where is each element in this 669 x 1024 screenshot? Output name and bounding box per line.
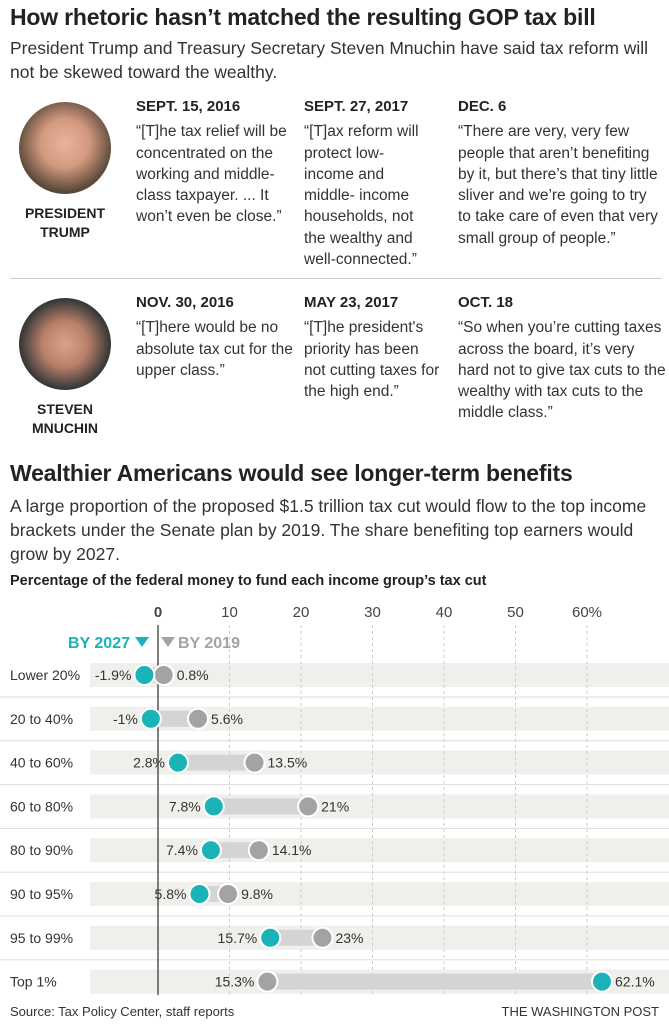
value-label-low: 7.4% (166, 842, 198, 858)
dek: President Trump and Treasury Secretary S… (10, 38, 649, 82)
value-label-high: 5.6% (211, 711, 243, 727)
quote-date: OCT. 18 (458, 294, 514, 311)
category-label: Top 1% (10, 974, 57, 990)
dot-2019 (256, 970, 279, 993)
value-label-low: -1% (113, 711, 138, 727)
quote-text: “[T]here would be no absolute tax cut fo… (136, 319, 293, 379)
quote: SEPT. 15, 2016 “[T]he tax relief will be … (136, 96, 296, 228)
value-label-low: 5.8% (155, 886, 187, 902)
quote-date: MAY 23, 2017 (304, 294, 399, 311)
value-label-high: 9.8% (241, 886, 273, 902)
x-tick-label: 60% (572, 604, 602, 621)
quote: NOV. 30, 2016 “[T]here would be no absolu… (136, 292, 296, 381)
person-name: STEVEN MNUCHIN (31, 401, 99, 436)
dot-2027 (199, 839, 222, 862)
value-label-high: 21% (321, 798, 349, 814)
dot-2019 (152, 664, 175, 686)
row-background (90, 925, 669, 950)
chart-title: Percentage of the federal money to fund … (10, 573, 487, 589)
range-bar (210, 842, 259, 859)
person-name: PRESIDENT TRUMP (24, 205, 106, 240)
dot-2027 (259, 926, 282, 949)
quote: OCT. 18 “So when you’re cutting taxes acr… (458, 292, 668, 424)
range-bar (178, 754, 255, 771)
row-background (90, 838, 669, 863)
legend-2019: BY 2019 (178, 635, 240, 652)
range-bar (267, 973, 603, 990)
dot-2027 (188, 883, 211, 905)
section-dek: A large proportion of the proposed $1.5 … (10, 496, 647, 564)
page-title: How rhetoric hasn’t matched the resultin… (10, 4, 596, 30)
row-background (90, 882, 669, 906)
dot-2027 (139, 707, 162, 730)
category-label: 80 to 90% (10, 842, 73, 858)
category-label: 20 to 40% (10, 711, 73, 727)
value-label-low: 7.8% (169, 798, 201, 814)
quote: MAY 23, 2017 “[T]he president's priority … (304, 292, 444, 402)
quote-text: “[T]he president's priority has been not… (304, 319, 440, 401)
quote: DEC. 6 “There are very, very few people t… (458, 96, 663, 249)
x-tick-label: 20 (293, 604, 310, 621)
dot-2019 (217, 883, 240, 905)
dot-2019 (247, 839, 270, 862)
x-tick-label: 40 (436, 604, 453, 621)
dot-2019 (243, 751, 266, 774)
section-title: Wealthier Americans would see longer-ter… (10, 460, 573, 486)
mnuchin-photo (19, 298, 111, 390)
dot-2019 (311, 926, 334, 949)
value-label-high: 23% (335, 930, 363, 946)
dot-2027 (202, 795, 225, 818)
dot-2027 (133, 664, 156, 686)
quote-date: DEC. 6 (458, 98, 507, 115)
trump-photo (19, 102, 111, 194)
category-label: 95 to 99% (10, 930, 73, 946)
person-trump: PRESIDENT TRUMP (10, 102, 120, 242)
credit: THE WASHINGTON POST (501, 1004, 659, 1019)
dot-range-chart: Lower 20% 20 to 40% 40 to 60% 60 to 80% 80 t… (0, 604, 669, 995)
quote-date: SEPT. 27, 2017 (304, 98, 409, 115)
quote-date: SEPT. 15, 2016 (136, 98, 241, 115)
x-tick-label: 50 (507, 604, 524, 621)
category-label: 90 to 95% (10, 886, 73, 902)
x-tick-label: 0 (154, 604, 162, 621)
x-tick-label: 30 (364, 604, 381, 621)
dot-2027 (167, 751, 190, 774)
row-background (90, 663, 669, 687)
x-tick-label: 10 (221, 604, 238, 621)
quote-text: “There are very, very few people that ar… (458, 123, 658, 247)
source: Source: Tax Policy Center, staff reports (10, 1004, 235, 1019)
value-label-low: 15.7% (218, 930, 258, 946)
value-label-high: 0.8% (177, 667, 209, 683)
category-label: 40 to 60% (10, 755, 73, 771)
value-label-low: 2.8% (133, 755, 165, 771)
divider (10, 278, 662, 279)
legend-2027: BY 2027 (68, 635, 130, 652)
row-background (90, 794, 669, 819)
category-label: Lower 20% (10, 667, 80, 683)
value-label-high: 14.1% (272, 842, 312, 858)
value-label-low: 15.3% (215, 974, 255, 990)
quote: SEPT. 27, 2017 “[T]ax reform will protect… (304, 96, 434, 270)
value-label-low: -1.9% (95, 667, 132, 683)
legend-2019-triangle-icon (161, 637, 175, 647)
quote-text: “[T]he tax relief will be concentrated o… (136, 123, 287, 226)
range-bar (213, 798, 309, 815)
dot-2019 (297, 795, 320, 818)
quote-text: “So when you’re cutting taxes across the… (458, 319, 666, 422)
person-mnuchin: STEVEN MNUCHIN (10, 298, 120, 438)
quote-date: NOV. 30, 2016 (136, 294, 234, 311)
range-bar (150, 710, 199, 727)
value-label-high: 13.5% (268, 755, 308, 771)
legend-2027-triangle-icon (135, 637, 149, 647)
quote-text: “[T]ax reform will protect low-income an… (304, 123, 419, 269)
dot-2027 (591, 970, 614, 993)
category-label: 60 to 80% (10, 798, 73, 814)
dot-2019 (187, 707, 210, 730)
value-label-high: 62.1% (615, 974, 655, 990)
range-bar (270, 929, 323, 946)
